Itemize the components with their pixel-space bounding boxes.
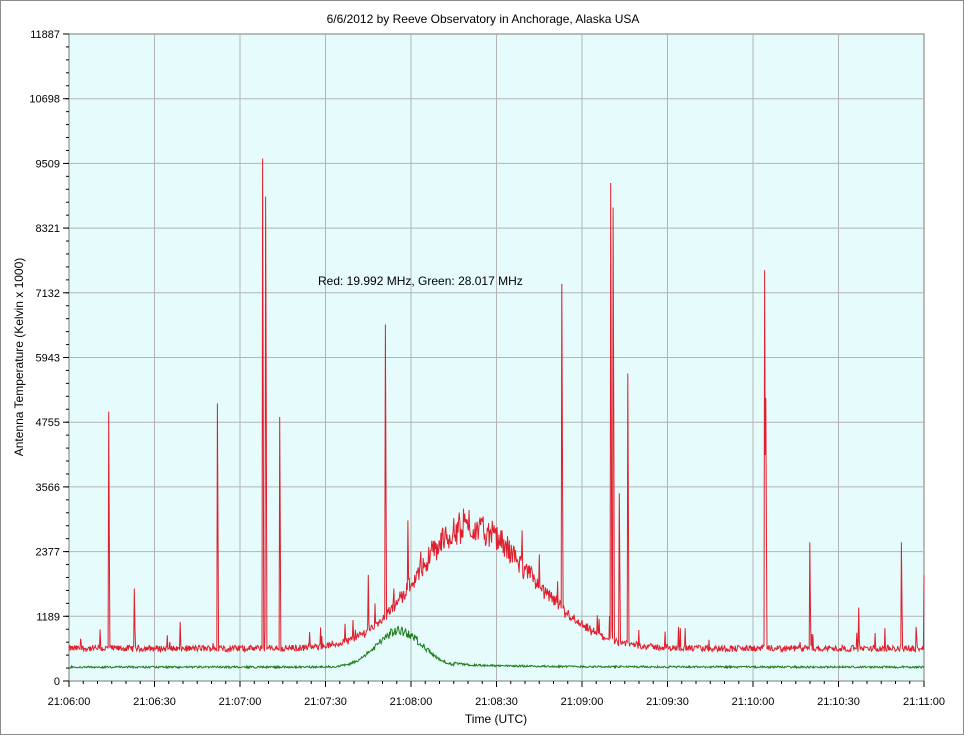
x-tick-label: 21:07:00 [219,696,262,708]
x-tick-label: 21:08:00 [390,696,433,708]
x-tick-label: 21:10:30 [817,696,860,708]
x-tick-label: 21:07:30 [304,696,347,708]
x-tick-label: 21:06:30 [133,696,176,708]
y-tick-label: 10698 [29,94,60,106]
y-tick-label: 3566 [36,482,60,494]
x-axis-label: Time (UTC) [465,712,527,726]
x-tick-label: 21:08:30 [475,696,518,708]
y-tick-label: 11887 [30,29,60,41]
y-tick-label: 2377 [36,547,60,559]
grid-lines [69,34,924,681]
series-line [68,158,925,654]
series-line [68,625,925,670]
frequency-annotation: Red: 19.992 MHz, Green: 28.017 MHz [318,274,523,288]
x-tick-label: 21:09:30 [646,696,689,708]
x-tick-label: 21:11:00 [903,696,945,708]
series-layer [68,158,925,670]
x-tick-label: 21:09:00 [561,696,604,708]
y-tick-label: 5943 [36,353,60,365]
x-tick-label: 21:06:00 [48,696,91,708]
chart-title: 6/6/2012 by Reeve Observatory in Anchora… [327,12,640,26]
y-tick-label: 0 [54,676,60,688]
y-tick-label: 8321 [36,223,60,235]
y-tick-label: 1189 [36,611,60,623]
y-tick-label: 7132 [36,288,60,300]
y-tick-label: 9509 [36,158,60,170]
axes: 21:06:00 21:06:30 21:07:00 21:07:30 21:08:00… [29,29,945,708]
y-axis-label: Antenna Temperature (Kelvin x 1000) [12,258,26,457]
x-tick-label: 21:10:00 [732,696,775,708]
y-tick-label: 4755 [36,417,60,429]
